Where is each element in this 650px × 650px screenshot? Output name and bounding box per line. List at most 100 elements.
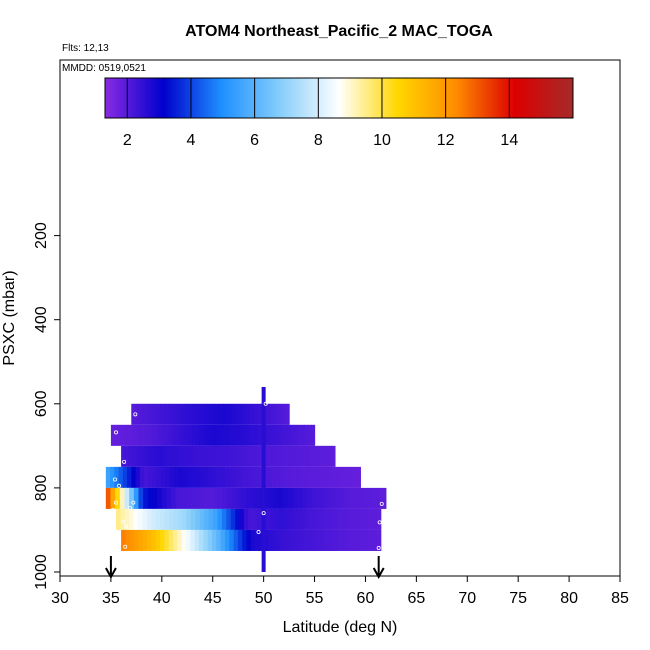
heat-cell	[271, 466, 277, 488]
heat-cell	[278, 487, 284, 509]
heat-cell	[194, 487, 200, 509]
heat-cell	[245, 466, 251, 488]
heat-cell	[151, 529, 157, 551]
heat-cell	[147, 403, 151, 425]
heat-cell	[357, 487, 364, 509]
heat-cell	[199, 403, 203, 425]
heat-cell	[233, 424, 238, 446]
y-tick-label: 1000	[33, 554, 50, 590]
heat-cell	[353, 487, 359, 509]
heat-cell	[131, 424, 136, 446]
heat-cell	[124, 424, 129, 446]
heat-cell	[213, 508, 219, 530]
heat-cell	[241, 466, 247, 488]
heat-cell	[275, 403, 280, 425]
heat-cell	[280, 424, 285, 446]
heat-cell	[334, 487, 340, 509]
heat-cell	[181, 529, 187, 551]
heat-cell	[192, 424, 197, 446]
sample-marker	[110, 508, 115, 513]
y-axis-label: PSXC (mbar)	[1, 270, 18, 365]
heat-cell	[231, 445, 236, 467]
heat-cell	[181, 403, 185, 425]
heat-cell	[199, 508, 205, 530]
heat-cell	[296, 508, 302, 530]
heat-cell	[124, 445, 129, 467]
y-tick-label: 200	[33, 222, 50, 249]
heat-cell	[189, 403, 193, 425]
heat-cell	[143, 487, 149, 509]
heat-cell	[160, 529, 165, 551]
heat-cell	[175, 487, 182, 509]
heat-cell	[121, 424, 126, 446]
x-tick-label: 45	[204, 590, 222, 607]
heat-cell	[226, 424, 231, 446]
heat-cell	[302, 445, 307, 467]
latitude-arrows	[105, 556, 385, 580]
heat-cell	[288, 445, 293, 467]
heat-cell	[320, 529, 326, 551]
heat-cell	[152, 403, 156, 425]
heat-cell	[151, 424, 156, 446]
heat-cell	[118, 466, 124, 488]
heat-cell	[231, 487, 238, 509]
sample-marker	[117, 448, 122, 453]
sample-marker	[379, 501, 384, 506]
heat-cell	[363, 508, 369, 530]
heat-cell	[139, 403, 143, 425]
heat-cell	[152, 487, 158, 509]
heat-cell	[181, 445, 186, 467]
heat-cell	[151, 508, 157, 530]
heat-cell	[263, 445, 268, 467]
heat-cell	[182, 424, 187, 446]
heat-cell	[175, 424, 180, 446]
heat-cell	[228, 445, 233, 467]
heat-cell	[188, 424, 193, 446]
heat-cell	[273, 487, 280, 509]
heat-cell	[304, 424, 309, 446]
heat-cell	[376, 529, 382, 551]
heat-cell	[188, 445, 193, 467]
sample-marker	[114, 430, 119, 435]
heat-cell	[288, 466, 294, 488]
heat-cell	[207, 466, 213, 488]
heat-cell	[174, 445, 179, 467]
colorbar-tick-label: 4	[187, 132, 196, 149]
heat-cell	[220, 529, 226, 551]
heat-cell	[328, 529, 334, 551]
heat-cell	[238, 445, 243, 467]
heat-cell	[165, 466, 171, 488]
sample-marker	[112, 477, 117, 482]
x-tick-label: 85	[611, 590, 629, 607]
heat-cell	[162, 403, 167, 425]
heat-cell	[252, 508, 258, 530]
heat-cell	[311, 424, 316, 446]
heat-cell	[371, 487, 378, 509]
colorbar-bar	[104, 77, 574, 119]
heat-cell	[243, 508, 249, 530]
heat-cell	[122, 466, 128, 488]
heat-cell	[138, 445, 144, 467]
heat-cell	[121, 445, 126, 467]
heat-cell	[345, 508, 351, 530]
heat-cell	[224, 445, 229, 467]
sample-marker	[376, 546, 381, 551]
heat-cell	[323, 508, 329, 530]
heat-cell	[217, 487, 224, 509]
heat-cell	[189, 487, 196, 509]
heat-cell	[186, 403, 190, 425]
heat-cell	[252, 403, 256, 425]
heat-cell	[222, 424, 227, 446]
heat-cell	[133, 487, 140, 509]
heat-cell	[318, 508, 324, 530]
heat-cell	[121, 529, 127, 551]
heat-cell	[299, 445, 304, 467]
heat-cell	[195, 424, 200, 446]
heat-cell	[367, 529, 373, 551]
heat-cell	[224, 466, 230, 488]
heat-cell	[205, 424, 210, 446]
heat-cell	[168, 508, 174, 530]
heat-cell	[236, 403, 240, 425]
arrow-head	[105, 567, 117, 580]
y-axis: 200 400 600 800 1000	[33, 60, 61, 590]
